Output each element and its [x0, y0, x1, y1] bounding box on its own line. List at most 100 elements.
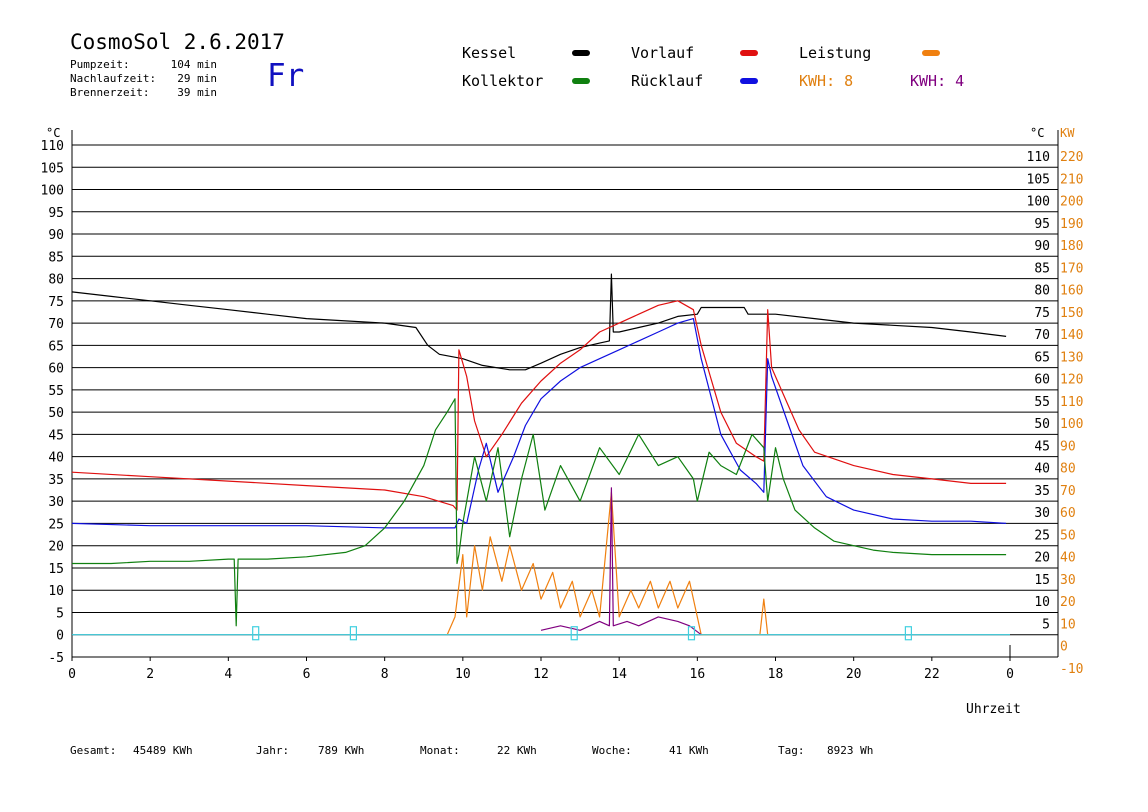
power-tick-label: 150	[1060, 306, 1083, 321]
y-tick-label-left: 100	[41, 184, 64, 199]
footer-gesamt-label: Gesamt:	[70, 744, 117, 757]
y-tick-label-left: 55	[48, 384, 64, 399]
power-tick-label: 60	[1060, 506, 1076, 521]
legend-leistung-swatch	[922, 50, 940, 56]
y-tick-label-right: 40	[1034, 462, 1050, 477]
y-tick-label-right: 105	[1027, 172, 1050, 187]
info-pumpzeit-label: Pumpzeit:	[70, 58, 130, 71]
y-tick-label-left: 110	[41, 139, 64, 154]
pump-marker	[349, 626, 357, 641]
legend-ruecklauf-label: Rücklauf	[631, 72, 704, 90]
power-tick-label: 0	[1060, 640, 1068, 655]
y-tick-label-right: 30	[1034, 506, 1050, 521]
x-tick-label: 0	[1006, 667, 1014, 682]
info-brennerzeit-label: Brennerzeit:	[70, 86, 150, 99]
power-tick-label: -10	[1060, 662, 1083, 677]
x-axis-label: Uhrzeit	[966, 702, 1021, 717]
y-tick-label-right: 55	[1034, 395, 1050, 410]
y-tick-label-left: 60	[48, 362, 64, 377]
y-tick-label-right: 25	[1034, 528, 1050, 543]
y-tick-label-left: 95	[48, 206, 64, 221]
y-tick-label-left: -5	[48, 651, 64, 666]
y-tick-label-right: 10	[1034, 595, 1050, 610]
y-tick-label-right: 100	[1027, 195, 1050, 210]
kwh-purple-label: KWH: 4	[910, 72, 965, 90]
power-tick-label: 80	[1060, 462, 1076, 477]
y-tick-label-left: 65	[48, 339, 64, 354]
tick-labels: °C °C KW-505101520253035404550556065707580…	[41, 126, 1084, 682]
y-tick-label-left: 25	[48, 517, 64, 532]
power-tick-label: 170	[1060, 261, 1083, 276]
y-tick-label-left: 70	[48, 317, 64, 332]
pump-marker	[904, 626, 912, 641]
y-tick-label-right: 35	[1034, 484, 1050, 499]
series-line-ruecklauf	[71, 318, 1007, 529]
weekday-label: Fr	[267, 58, 305, 94]
x-tick-label: 0	[68, 667, 76, 682]
power-tick-label: 100	[1060, 417, 1083, 432]
y-tick-label-right: 75	[1034, 306, 1050, 321]
power-tick-label: 70	[1060, 484, 1076, 499]
y-axis-unit-right: °C	[1030, 126, 1044, 140]
y-tick-label-right: 20	[1034, 551, 1050, 566]
y-axis-unit-left: °C	[46, 126, 60, 140]
power-tick-label: 220	[1060, 150, 1083, 165]
footer-monat-label: Monat:	[420, 744, 460, 757]
power-tick-label: 110	[1060, 395, 1083, 410]
power-tick-label: 140	[1060, 328, 1083, 343]
legend-kollektor-label: Kollektor	[462, 72, 544, 90]
y-axis-unit-power: KW	[1060, 126, 1075, 140]
footer-jahr-value: 789 KWh	[318, 744, 365, 757]
power-tick-label: 30	[1060, 573, 1076, 588]
info-nachlaufzeit-label: Nachlaufzeit:	[70, 72, 157, 85]
x-tick-label: 22	[924, 667, 940, 682]
legend-kessel-swatch	[572, 50, 590, 56]
legend-kollektor-swatch	[572, 78, 590, 84]
pump-marker	[687, 626, 696, 641]
x-tick-label: 12	[533, 667, 549, 682]
series-line-kollektor	[72, 398, 1007, 627]
pump-marker	[570, 626, 578, 641]
legend-kessel-label: Kessel	[462, 44, 517, 62]
y-tick-label-left: 90	[48, 228, 64, 243]
series-lines	[71, 273, 1010, 641]
power-tick-label: 210	[1060, 172, 1083, 187]
legend-ruecklauf-swatch	[740, 78, 758, 84]
power-tick-label: 200	[1060, 195, 1083, 210]
x-tick-label: 2	[146, 667, 154, 682]
pump-marker	[252, 626, 260, 641]
footer-jahr-label: Jahr:	[256, 744, 290, 757]
y-tick-label-left: 75	[48, 295, 64, 310]
page-title: CosmoSol 2.6.2017	[70, 30, 285, 54]
x-tick-label: 10	[455, 667, 471, 682]
power-tick-label: 20	[1060, 595, 1076, 610]
legend-leistung-label: Leistung	[799, 44, 872, 62]
info-pumpzeit-value: 104 min	[170, 58, 217, 71]
power-tick-label: 90	[1060, 439, 1076, 454]
x-tick-label: 4	[224, 667, 232, 682]
kwh-orange-label: KWH: 8	[799, 72, 854, 90]
y-tick-label-right: 45	[1034, 439, 1050, 454]
series-line-kessel	[71, 273, 1007, 371]
series-line-leistung-2	[540, 487, 702, 636]
power-tick-label: 120	[1060, 373, 1083, 388]
y-tick-label-left: 35	[48, 473, 64, 488]
footer-monat-value: 22 KWh	[497, 744, 537, 757]
y-tick-label-left: 15	[48, 562, 64, 577]
legend-vorlauf-label: Vorlauf	[631, 44, 695, 62]
series-line-leistung	[446, 491, 769, 636]
power-tick-label: 40	[1060, 551, 1076, 566]
legend-vorlauf-swatch	[740, 50, 758, 56]
y-tick-label-right: 15	[1034, 573, 1050, 588]
y-tick-label-left: 80	[48, 273, 64, 288]
y-tick-label-left: 5	[56, 606, 64, 621]
y-tick-label-left: 30	[48, 495, 64, 510]
footer-tag-value: 8923 Wh	[827, 744, 874, 757]
y-tick-label-left: 10	[48, 584, 64, 599]
y-tick-label-right: 60	[1034, 373, 1050, 388]
power-tick-label: 190	[1060, 217, 1083, 232]
x-tick-label: 16	[690, 667, 706, 682]
y-tick-label-left: 20	[48, 540, 64, 555]
x-tick-label: 20	[846, 667, 862, 682]
